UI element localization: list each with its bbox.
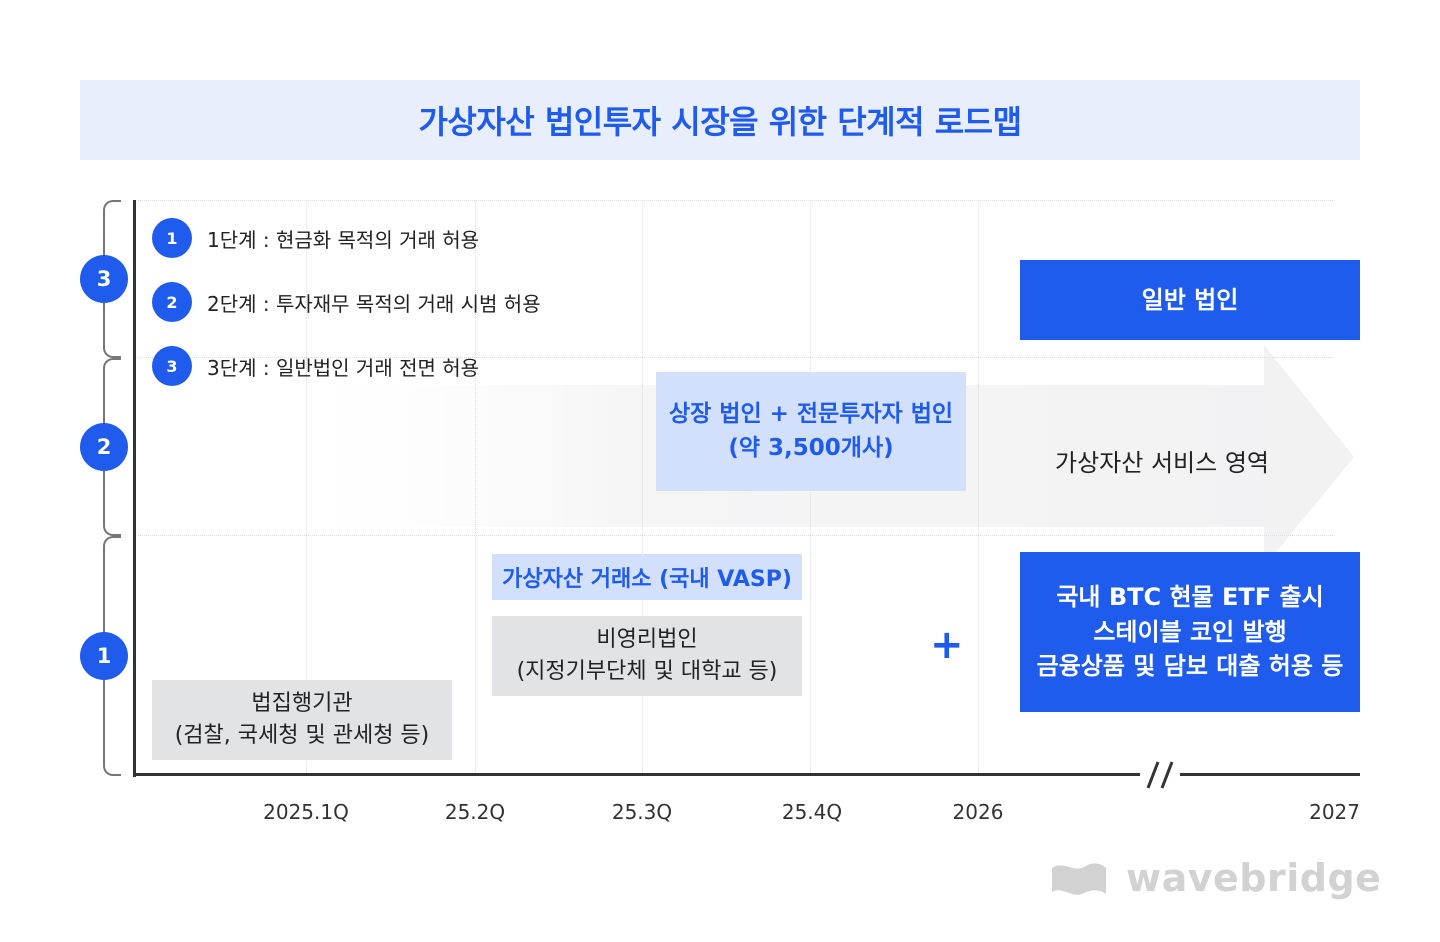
legend-badge: 1 [152, 218, 192, 258]
legend-label: 3단계 : 일반법인 거래 전면 허용 [207, 355, 480, 380]
general-corp-box: 일반 법인 [1020, 260, 1360, 340]
law-enforcement-box: 법집행기관 (검찰, 국세청 및 관세청 등) [152, 680, 452, 760]
grid-line [642, 200, 643, 775]
legend-label: 2단계 : 투자재무 목적의 거래 시범 허용 [207, 291, 541, 316]
x-axis [133, 773, 1360, 776]
wavebridge-logo: wavebridge [1050, 856, 1381, 900]
law-enforcement-line1: 법집행기관 [251, 691, 353, 717]
general-corp-label: 일반 법인 [1141, 285, 1239, 314]
nonprofit-line1: 비영리법인 [596, 627, 698, 653]
axis-break [1140, 760, 1180, 790]
etf-line3: 금융상품 및 담보 대출 허용 등 [1036, 652, 1344, 681]
listed-corp-line2: (약 3,500개사) [728, 434, 894, 461]
grid-line [138, 200, 1333, 201]
legend-badge: 3 [152, 346, 192, 386]
x-tick-label: 2027 [1309, 800, 1360, 824]
nonprofit-box: 비영리법인 (지정기부단체 및 대학교 등) [492, 616, 802, 696]
title-banner: 가상자산 법인투자 시장을 위한 단계적 로드맵 [80, 80, 1360, 160]
stage-1-badge: 1 [80, 632, 128, 680]
legend-badge: 2 [152, 282, 192, 322]
legend-item-3: 3 3단계 : 일반법인 거래 전면 허용 [152, 346, 479, 386]
x-tick-label: 2026 [952, 800, 1004, 824]
axis-break-icon [1146, 761, 1174, 789]
legend-label: 1단계 : 현금화 목적의 거래 허용 [207, 227, 480, 252]
exchange-box: 가상자산 거래소 (국내 VASP) [492, 554, 802, 600]
grid-line [475, 200, 476, 775]
etf-line2: 스테이블 코인 발행 [1093, 617, 1287, 646]
grid-line [138, 357, 1333, 358]
grid-line [978, 200, 979, 775]
service-area-label: 가상자산 서비스 영역 [1055, 449, 1269, 477]
x-tick-label: 25.4Q [781, 800, 843, 824]
listed-corp-line1: 상장 법인 + 전문투자자 법인 [668, 401, 954, 428]
grid-line [306, 200, 307, 775]
legend-item-1: 1 1단계 : 현금화 목적의 거래 허용 [152, 218, 479, 258]
x-tick-label: 25.3Q [611, 800, 673, 824]
exchange-label: 가상자산 거래소 (국내 VASP) [502, 567, 792, 592]
plus-sign: + [930, 622, 964, 668]
logo-text: wavebridge [1126, 856, 1382, 900]
legend-item-2: 2 2단계 : 투자재무 목적의 거래 시범 허용 [152, 282, 541, 322]
x-tick-label: 25.2Q [444, 800, 506, 824]
stage-2-badge: 2 [80, 423, 128, 471]
listed-corp-box: 상장 법인 + 전문투자자 법인 (약 3,500개사) [656, 372, 966, 491]
x-tick-label: 2025.1Q [263, 800, 349, 824]
wave-flag-icon [1052, 863, 1106, 895]
stage-3-badge: 3 [80, 255, 128, 303]
etf-box: 국내 BTC 현물 ETF 출시 스테이블 코인 발행 금융상품 및 담보 대출… [1020, 552, 1360, 712]
y-axis [133, 200, 136, 777]
grid-line [138, 535, 1333, 536]
page-title: 가상자산 법인투자 시장을 위한 단계적 로드맵 [418, 103, 1022, 141]
nonprofit-line2: (지정기부단체 및 대학교 등) [516, 659, 778, 684]
law-enforcement-line2: (검찰, 국세청 및 관세청 등) [174, 723, 430, 748]
etf-line1: 국내 BTC 현물 ETF 출시 [1056, 582, 1324, 611]
